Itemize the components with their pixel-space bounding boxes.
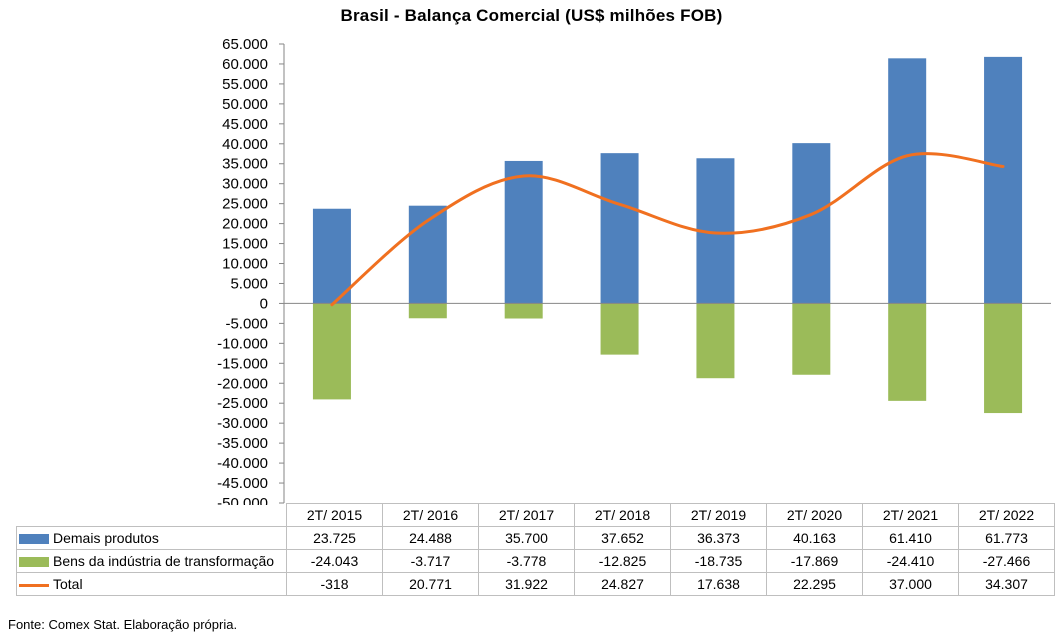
- table-row: Bens da indústria de transformação -24.04…: [16, 549, 1055, 573]
- legend-swatch: [19, 583, 49, 587]
- data-value-cell: 20.771: [382, 572, 479, 596]
- y-tick-label: 35.000: [222, 156, 268, 173]
- data-value-cell: -3.778: [478, 549, 575, 573]
- bar-bens-industria: [504, 303, 543, 319]
- x-category-label: 2T/ 2016: [382, 503, 479, 527]
- y-tick-label: 0: [260, 295, 268, 312]
- y-tick-label: 60.000: [222, 56, 268, 73]
- y-tick-label: -45.000: [217, 475, 268, 492]
- data-value-cell: -12.825: [574, 549, 671, 573]
- legend-entry: Total: [16, 572, 287, 596]
- y-tick-label: 20.000: [222, 216, 268, 233]
- legend-label: Total: [53, 576, 83, 592]
- legend-label: Bens da indústria de transformação: [53, 553, 275, 569]
- bar-bens-industria: [312, 303, 351, 400]
- bar-demais-produtos: [312, 208, 351, 304]
- bar-bens-industria: [408, 303, 447, 319]
- total-line: [330, 152, 1005, 307]
- bar-bens-industria: [696, 303, 735, 379]
- data-value-cell: 31.922: [478, 572, 575, 596]
- data-value-cell: 23.725: [286, 526, 383, 550]
- y-tick-label: 5.000: [230, 275, 268, 292]
- y-tick-label: 30.000: [222, 176, 268, 193]
- x-category-label: 2T/ 2022: [958, 503, 1055, 527]
- legend-entry: Bens da indústria de transformação: [16, 549, 287, 573]
- chart-title: Brasil - Balança Comercial (US$ milhões …: [340, 6, 723, 25]
- data-value-cell: 61.410: [862, 526, 959, 550]
- data-value-cell: 37.000: [862, 572, 959, 596]
- source-note: Fonte: Comex Stat. Elaboração própria.: [8, 617, 238, 632]
- y-tick-label: -10.000: [217, 335, 268, 352]
- bar-bens-industria: [792, 303, 831, 375]
- bar-demais-produtos: [984, 56, 1023, 304]
- y-tick-label: 45.000: [222, 116, 268, 133]
- y-tick-label: 65.000: [222, 36, 268, 53]
- y-tick-label: -5.000: [225, 315, 268, 332]
- data-value-cell: 61.773: [958, 526, 1055, 550]
- data-value-cell: -18.735: [670, 549, 767, 573]
- y-tick-label: -35.000: [217, 435, 268, 452]
- y-tick-label: 15.000: [222, 236, 268, 253]
- legend-swatch: [19, 534, 49, 545]
- data-value-cell: -3.717: [382, 549, 479, 573]
- bar-bens-industria: [600, 303, 639, 355]
- table-row: Demais produtos 23.725 24.488 35.700 37.652 3…: [16, 526, 1055, 550]
- table-corner: [16, 503, 287, 527]
- x-category-label: 2T/ 2018: [574, 503, 671, 527]
- x-category-label: 2T/ 2020: [766, 503, 863, 527]
- bar-bens-industria: [888, 303, 927, 401]
- bar-demais-produtos: [600, 153, 639, 304]
- y-tick-label: 55.000: [222, 76, 268, 93]
- data-value-cell: 35.700: [478, 526, 575, 550]
- y-tick-label: 10.000: [222, 256, 268, 273]
- y-tick-label: 25.000: [222, 196, 268, 213]
- table-header-row: 2T/ 2015 2T/ 2016 2T/ 2017 2T/ 2018 2T/ 2019…: [16, 503, 1055, 527]
- y-tick-label: 40.000: [222, 136, 268, 153]
- y-tick-label: 50.000: [222, 96, 268, 113]
- data-value-cell: -17.869: [766, 549, 863, 573]
- bar-demais-produtos: [504, 160, 543, 304]
- data-value-cell: -24.043: [286, 549, 383, 573]
- legend-label: Demais produtos: [53, 530, 159, 546]
- y-tick-label: -40.000: [217, 455, 268, 472]
- chart-plot: 65.000 60.000 55.000 50.000 45.000 40.000 35.0…: [217, 36, 1051, 505]
- bar-demais-produtos: [792, 143, 831, 304]
- y-tick-label: -50.000: [217, 495, 268, 505]
- data-value-cell: 37.652: [574, 526, 671, 550]
- data-value-cell: 36.373: [670, 526, 767, 550]
- data-value-cell: 17.638: [670, 572, 767, 596]
- bar-demais-produtos: [888, 58, 927, 304]
- data-value-cell: 24.488: [382, 526, 479, 550]
- legend-entry: Demais produtos: [16, 526, 287, 550]
- data-value-cell: -318: [286, 572, 383, 596]
- y-tick-label: -30.000: [217, 415, 268, 432]
- y-tick-label: -15.000: [217, 355, 268, 372]
- data-value-cell: -24.410: [862, 549, 959, 573]
- x-category-label: 2T/ 2019: [670, 503, 767, 527]
- chart-data-table: 2T/ 2015 2T/ 2016 2T/ 2017 2T/ 2018 2T/ 2019…: [16, 503, 1055, 596]
- y-tick-label: -25.000: [217, 395, 268, 412]
- data-value-cell: -27.466: [958, 549, 1055, 573]
- bar-bens-industria: [984, 303, 1023, 414]
- table-row: Total -318 20.771 31.922 24.827 17.638 22.295 3…: [16, 572, 1055, 596]
- y-tick-label: -20.000: [217, 375, 268, 392]
- data-value-cell: 40.163: [766, 526, 863, 550]
- x-category-label: 2T/ 2015: [286, 503, 383, 527]
- data-value-cell: 22.295: [766, 572, 863, 596]
- data-value-cell: 24.827: [574, 572, 671, 596]
- legend-swatch: [19, 557, 49, 568]
- x-category-label: 2T/ 2017: [478, 503, 575, 527]
- data-value-cell: 34.307: [958, 572, 1055, 596]
- x-category-label: 2T/ 2021: [862, 503, 959, 527]
